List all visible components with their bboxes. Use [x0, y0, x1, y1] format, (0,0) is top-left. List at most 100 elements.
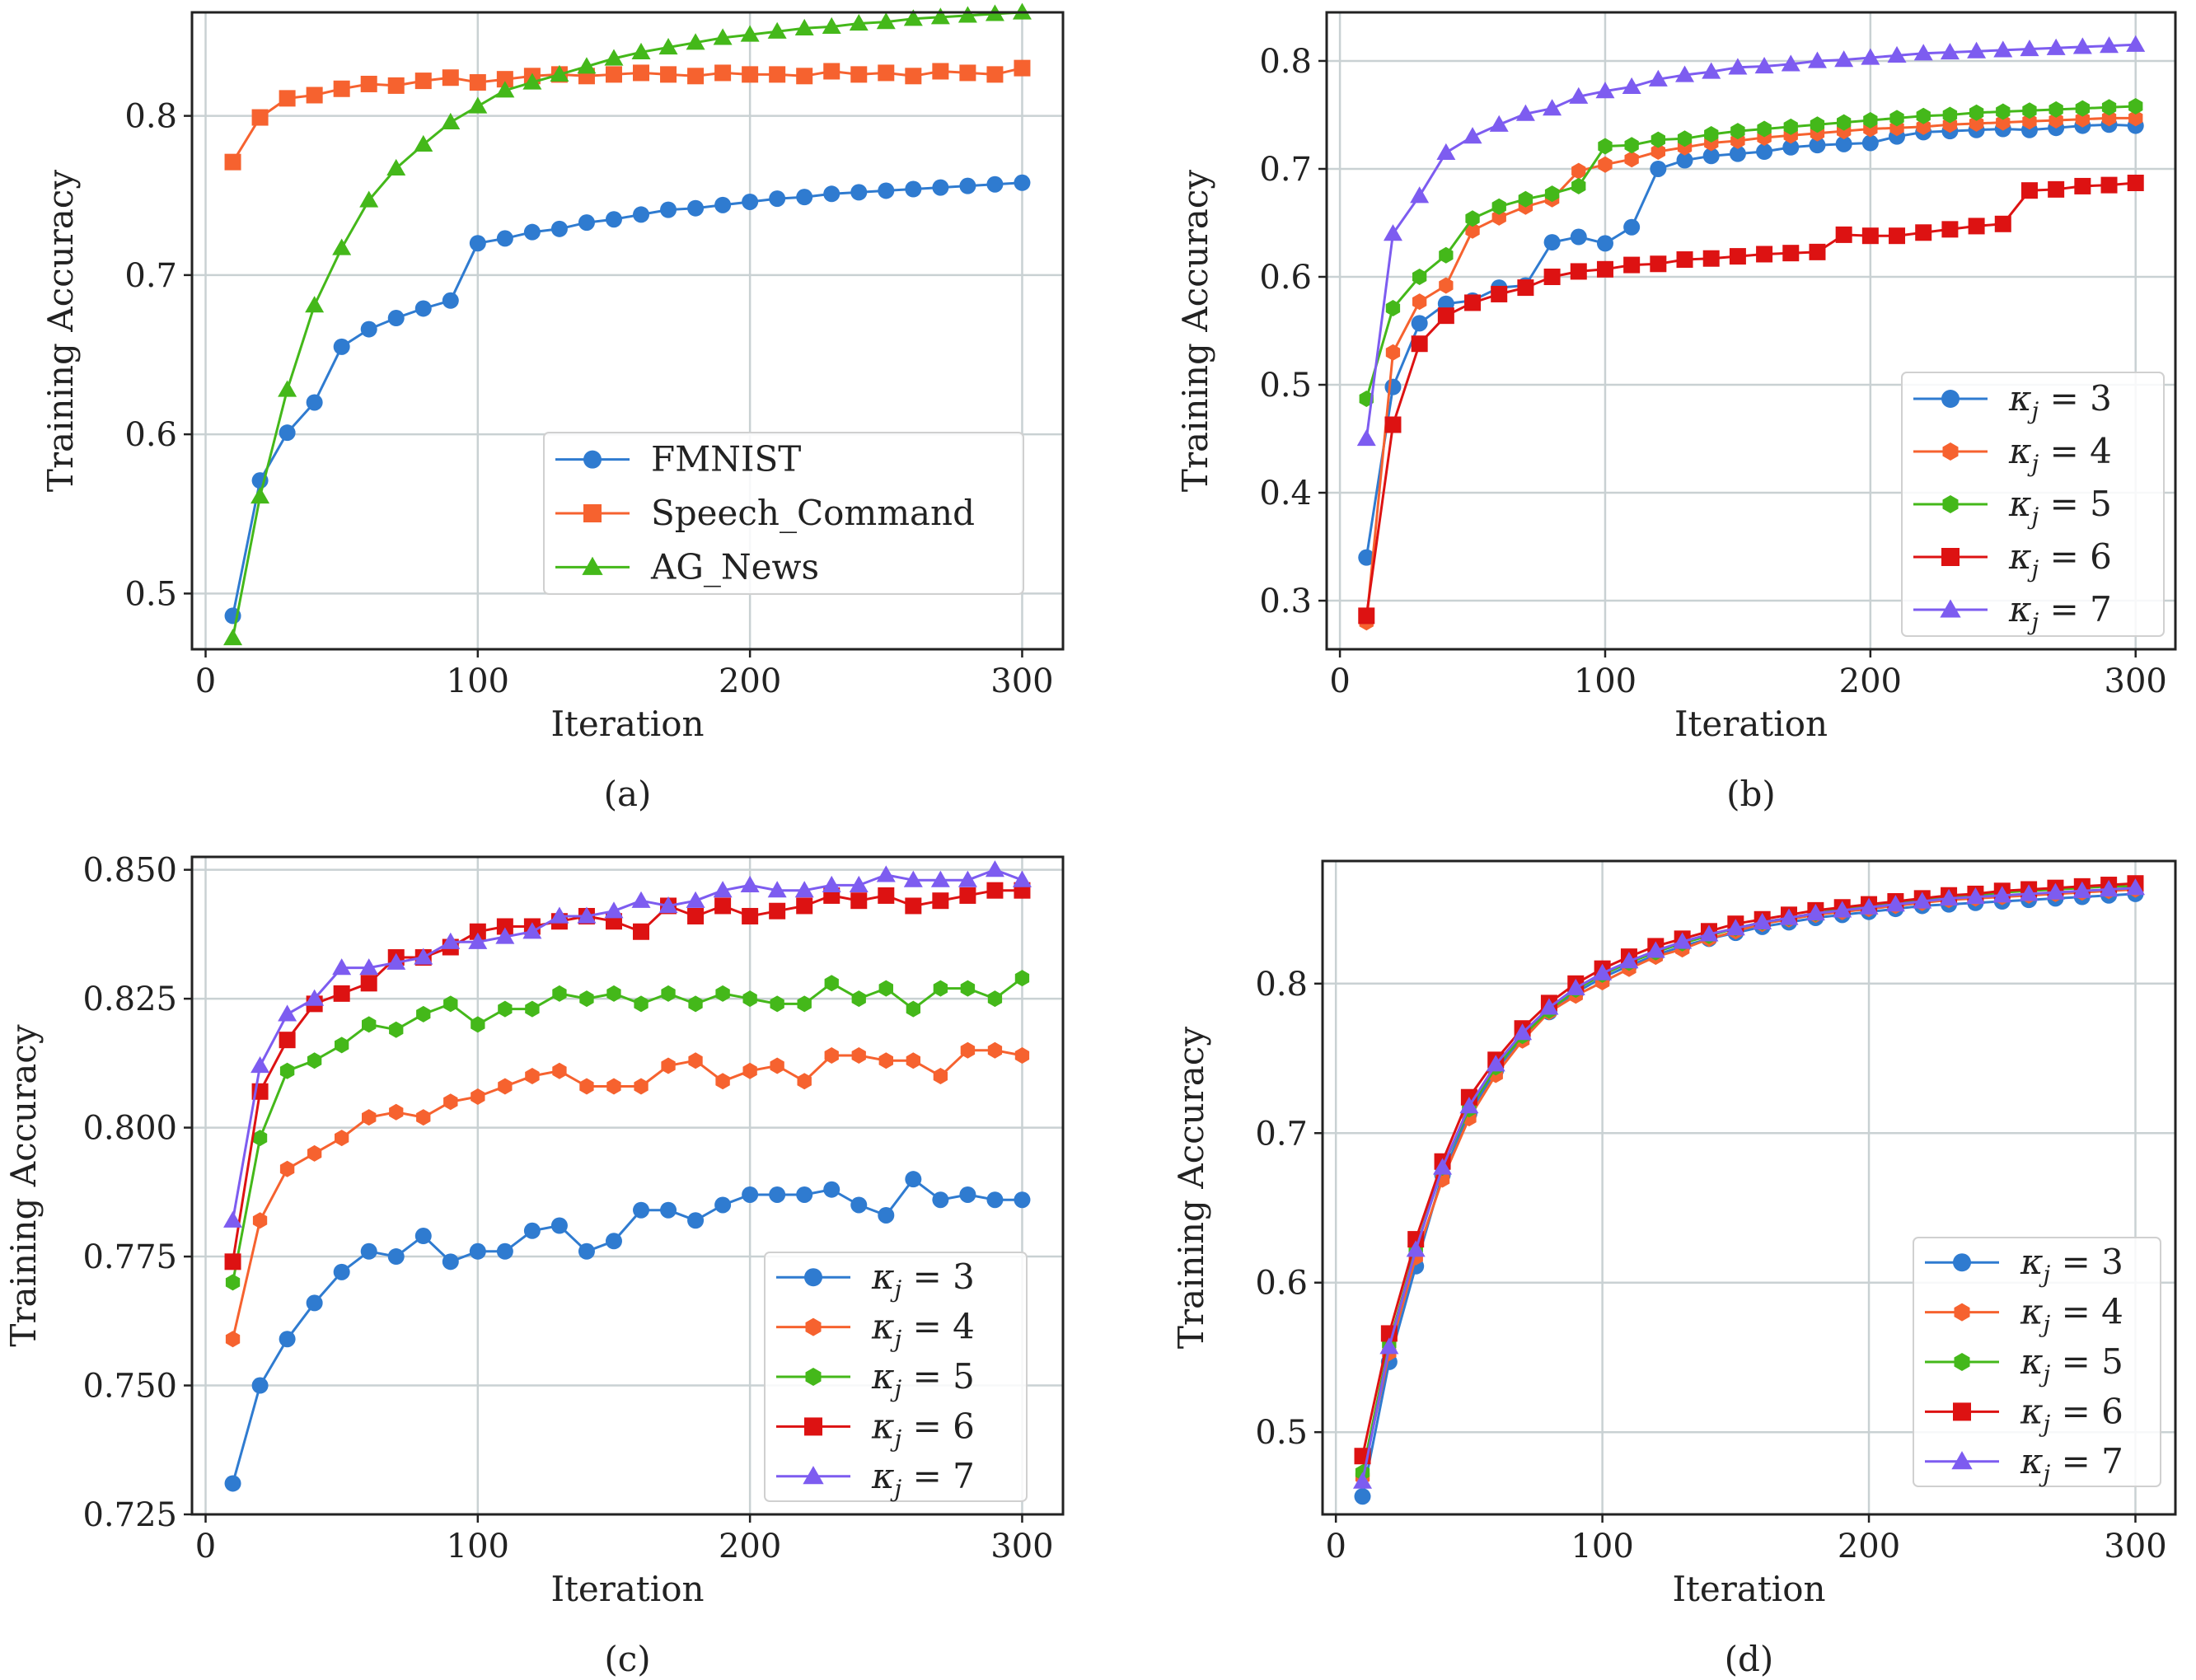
- data-point: [797, 1073, 812, 1090]
- data-point: [878, 182, 895, 199]
- data-point: [278, 380, 297, 397]
- y-tick-label: 0.5: [1259, 367, 1312, 405]
- y-tick-label: 0.4: [1259, 475, 1312, 512]
- data-point: [742, 193, 759, 210]
- data-point: [414, 134, 433, 152]
- data-point: [577, 57, 597, 74]
- data-point: [578, 1242, 595, 1260]
- data-point: [1996, 114, 2011, 131]
- legend-item: κj = 6: [1913, 536, 2112, 583]
- data-point: [876, 12, 896, 30]
- legend-marker: [1941, 390, 1960, 408]
- data-point: [1729, 145, 1746, 162]
- data-point: [1385, 300, 1401, 316]
- series-5: [1356, 35, 2146, 447]
- data-point: [1489, 115, 1509, 132]
- data-point: [1437, 307, 1454, 325]
- y-tick-label: 0.775: [82, 1238, 177, 1276]
- data-point: [468, 932, 488, 949]
- data-point: [824, 975, 839, 992]
- y-tick-label: 0.7: [124, 257, 177, 295]
- data-point: [634, 1078, 648, 1095]
- data-point: [1623, 256, 1641, 274]
- data-point: [767, 881, 787, 898]
- data-point: [1358, 607, 1375, 625]
- y-tick-label: 0.850: [82, 852, 177, 890]
- data-point: [1595, 82, 1615, 99]
- series-4: [224, 882, 1031, 1271]
- legend-item: κj = 4: [776, 1307, 975, 1353]
- data-point: [2045, 882, 2065, 900]
- data-point: [2019, 884, 2039, 901]
- legend-label: κj = 6: [871, 1406, 975, 1452]
- data-point: [550, 1217, 568, 1234]
- data-point: [1756, 246, 1773, 263]
- data-point: [2099, 879, 2119, 897]
- data-point: [1354, 1488, 1371, 1505]
- data-point: [2022, 102, 2037, 119]
- data-point: [1624, 151, 1639, 168]
- x-tick-label: 200: [719, 1528, 781, 1565]
- data-point: [823, 1181, 840, 1198]
- data-point: [1648, 69, 1668, 87]
- data-point: [1754, 57, 1774, 74]
- data-point: [443, 1093, 458, 1111]
- data-point: [849, 14, 869, 31]
- data-point: [1676, 152, 1693, 169]
- data-point: [823, 63, 840, 80]
- legend-box: [1913, 1237, 2161, 1487]
- data-point: [878, 1206, 895, 1224]
- data-point: [604, 49, 624, 66]
- data-point: [959, 887, 976, 904]
- data-point: [1728, 58, 1748, 75]
- data-point: [1383, 224, 1402, 241]
- data-point: [1486, 1055, 1505, 1072]
- data-point: [1622, 77, 1641, 95]
- legend-marker: [1940, 599, 1961, 618]
- data-point: [279, 1160, 295, 1177]
- series-2: [1359, 110, 2143, 631]
- data-point: [850, 892, 868, 910]
- data-point: [930, 7, 950, 25]
- data-point: [1598, 156, 1613, 173]
- data-point: [2100, 36, 2119, 54]
- data-point: [1993, 40, 2013, 58]
- data-point: [1725, 919, 1745, 936]
- plot-frame: [190, 11, 1065, 651]
- data-point: [985, 860, 1004, 877]
- data-point: [498, 1078, 513, 1095]
- data-point: [1014, 59, 1031, 77]
- legend-label: κj = 6: [2008, 536, 2112, 583]
- data-point: [1782, 245, 1800, 262]
- data-point: [1941, 221, 1959, 238]
- data-point: [932, 63, 949, 80]
- data-point: [687, 199, 705, 217]
- data-point: [1379, 1337, 1399, 1355]
- legend-marker: [805, 1317, 822, 1336]
- y-tick-label: 0.8: [1255, 966, 1308, 1004]
- y-tick-label: 0.725: [82, 1496, 177, 1534]
- data-point: [715, 985, 730, 1002]
- data-point: [933, 980, 948, 997]
- series-2: [225, 1041, 1030, 1348]
- data-point: [495, 927, 515, 944]
- legend-marker: [1954, 1353, 1970, 1371]
- data-point: [604, 901, 624, 919]
- data-point: [794, 18, 814, 35]
- x-tick-label: 0: [1325, 1528, 1346, 1565]
- data-point: [1623, 218, 1641, 236]
- data-point: [930, 870, 950, 887]
- data-point: [414, 1228, 432, 1245]
- data-point: [878, 980, 893, 997]
- data-point: [279, 1032, 296, 1049]
- data-point: [1650, 160, 1667, 177]
- data-point: [579, 1078, 594, 1095]
- data-point: [1353, 1472, 1373, 1489]
- data-point: [1014, 1191, 1031, 1209]
- y-tick-label: 0.825: [82, 980, 177, 1018]
- data-point: [932, 179, 949, 196]
- legend-item: κj = 6: [1925, 1391, 2123, 1437]
- data-point: [1969, 115, 1984, 132]
- data-point: [1491, 198, 1506, 215]
- data-point: [442, 1253, 459, 1271]
